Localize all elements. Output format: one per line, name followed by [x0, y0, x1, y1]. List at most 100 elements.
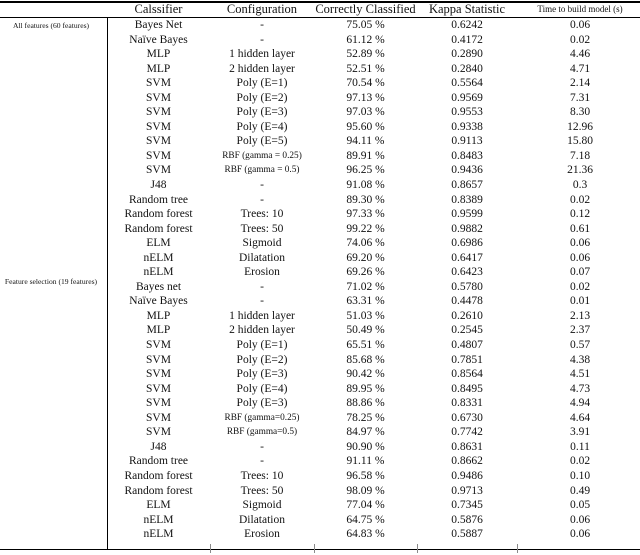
table-row: J48 - 91.08 % 0.8657 0.3: [107, 178, 640, 193]
cell-kappa: 0.6986: [451, 237, 483, 250]
cell-configuration: Poly (E=3): [236, 368, 288, 381]
cell-configuration: Erosion: [244, 266, 280, 279]
cell-time: 8.30: [569, 106, 591, 119]
cell-configuration: -: [260, 193, 264, 206]
cell-configuration: RBF (gamma = 0.5): [224, 165, 300, 176]
cell-correct: 77.04 %: [346, 499, 385, 512]
table-body: Bayes Net - 75.05 % 0.6242 0.06 Naïve Bayes - 6…: [107, 18, 640, 542]
cell-kappa: 0.8631: [451, 440, 483, 453]
cell-classifier: Naïve Bayes: [129, 33, 188, 46]
cell-kappa: 0.4807: [451, 339, 483, 352]
cell-correct: 90.90 %: [346, 440, 385, 453]
cell-classifier: Random forest: [124, 208, 193, 221]
cell-correct: 96.25 %: [346, 164, 385, 177]
cell-time: 0.61: [569, 222, 591, 235]
cell-classifier: MLP: [146, 62, 171, 75]
cell-kappa: 0.4478: [451, 295, 483, 308]
table-row: MLP 2 hidden layer 52.51 % 0.2840 4.71: [107, 62, 640, 77]
cell-time: 0.11: [570, 440, 590, 453]
cell-time: 0.49: [569, 484, 591, 497]
cell-correct: 94.11 %: [346, 135, 385, 148]
cell-kappa: 0.9338: [451, 120, 483, 133]
cell-kappa: 0.8662: [451, 455, 483, 468]
table-row: MLP 1 hidden layer 52.89 % 0.2890 4.46: [107, 47, 640, 62]
cell-kappa: 0.6730: [451, 411, 483, 424]
cell-time: 0.06: [569, 513, 591, 526]
cell-time: 0.57: [569, 339, 591, 352]
cell-time: 0.06: [569, 251, 591, 264]
cell-kappa: 0.7345: [451, 499, 483, 512]
cell-correct: 64.83 %: [346, 528, 385, 541]
cell-correct: 52.51 %: [346, 62, 385, 75]
table-header-row: Calssifier Configuration Correctly Class…: [107, 2, 640, 17]
table-row: nELM Dilatation 69.20 % 0.6417 0.06: [107, 251, 640, 266]
cell-classifier: SVM: [146, 368, 171, 381]
table-row: Random forest Trees: 10 97.33 % 0.9599 0.12: [107, 207, 640, 222]
cell-correct: 64.75 %: [346, 513, 385, 526]
cell-classifier: MLP: [146, 309, 171, 322]
column-header-classifier: Calssifier: [134, 2, 183, 16]
column-header-configuration: Configuration: [226, 2, 298, 16]
cell-kappa: 0.7851: [451, 353, 483, 366]
cell-classifier: SVM: [146, 135, 171, 148]
cell-configuration: RBF (gamma=0.5): [226, 427, 298, 438]
cell-correct: 89.95 %: [346, 382, 385, 395]
cell-time: 0.3: [572, 179, 588, 192]
cell-configuration: 2 hidden layer: [229, 324, 295, 337]
table-row: SVM Poly (E=3) 90.42 % 0.8564 4.51: [107, 367, 640, 382]
cell-classifier: ELM: [146, 499, 171, 512]
cell-kappa: 0.8657: [451, 179, 483, 192]
table-row: Random tree - 89.30 % 0.8389 0.02: [107, 193, 640, 208]
cell-kappa: 0.9882: [451, 222, 483, 235]
cell-kappa: 0.8564: [451, 368, 483, 381]
cell-kappa: 0.5564: [451, 77, 483, 90]
cell-classifier: nELM: [143, 251, 174, 264]
cell-classifier: SVM: [146, 164, 171, 177]
table-row: SVM RBF (gamma=0.25) 78.25 % 0.6730 4.64: [107, 411, 640, 426]
table-row: SVM Poly (E=4) 95.60 % 0.9338 12.96: [107, 120, 640, 135]
cell-classifier: MLP: [146, 48, 171, 61]
cell-classifier: Random forest: [124, 484, 193, 497]
cell-correct: 98.09 %: [346, 484, 385, 497]
cell-correct: 70.54 %: [346, 77, 385, 90]
cell-kappa: 0.9553: [451, 106, 483, 119]
cell-classifier: SVM: [146, 149, 171, 162]
cell-correct: 71.02 %: [346, 280, 385, 293]
cell-configuration: -: [260, 455, 264, 468]
cell-configuration: 1 hidden layer: [229, 309, 295, 322]
cell-kappa: 0.6423: [451, 266, 483, 279]
cell-correct: 99.22 %: [346, 222, 385, 235]
cell-time: 0.02: [569, 33, 591, 46]
table-row: SVM Poly (E=4) 89.95 % 0.8495 4.73: [107, 382, 640, 397]
cell-time: 4.38: [569, 353, 591, 366]
cell-configuration: Trees: 50: [240, 222, 284, 235]
cell-classifier: Random tree: [128, 455, 189, 468]
cell-kappa: 0.2610: [451, 309, 483, 322]
table-row: ELM Sigmoid 77.04 % 0.7345 0.05: [107, 498, 640, 513]
cell-configuration: Poly (E=5): [236, 135, 288, 148]
cell-classifier: SVM: [146, 411, 171, 424]
table-row: Naïve Bayes - 63.31 % 0.4478 0.01: [107, 294, 640, 309]
cell-correct: 85.68 %: [346, 353, 385, 366]
cell-classifier: SVM: [146, 353, 171, 366]
table-bottom-rule: [0, 549, 640, 550]
cell-classifier: nELM: [143, 528, 174, 541]
table-row: nELM Erosion 69.26 % 0.6423 0.07: [107, 265, 640, 280]
cell-configuration: Trees: 50: [240, 484, 284, 497]
cell-correct: 97.13 %: [346, 91, 385, 104]
cell-time: 4.64: [569, 411, 591, 424]
column-header-kappa-statistic: Kappa Statistic: [428, 2, 506, 16]
label-column-divider: [107, 17, 108, 550]
cell-time: 0.02: [569, 455, 591, 468]
cell-correct: 69.20 %: [346, 251, 385, 264]
cell-time: 7.31: [569, 91, 591, 104]
cell-kappa: 0.9599: [451, 208, 483, 221]
table-row: Random forest Trees: 50 98.09 % 0.9713 0.49: [107, 484, 640, 499]
table-row: nELM Dilatation 64.75 % 0.5876 0.06: [107, 513, 640, 528]
cell-classifier: Bayes Net: [134, 19, 183, 31]
cell-time: 4.46: [569, 48, 591, 61]
cell-configuration: Poly (E=2): [236, 91, 288, 104]
cell-time: 12.96: [567, 120, 593, 133]
cell-time: 0.06: [569, 19, 591, 31]
